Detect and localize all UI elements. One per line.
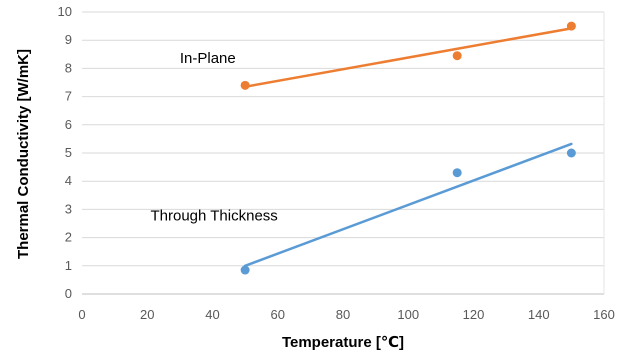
trendline-through-thickness bbox=[243, 142, 573, 268]
x-tick-label-0: 0 bbox=[78, 307, 85, 322]
x-tick-labels: 0 20 40 60 80 100 120 140 160 bbox=[78, 307, 614, 322]
y-tick-label-7: 7 bbox=[65, 89, 72, 104]
x-axis-title: Temperature [℃] bbox=[282, 334, 404, 351]
y-tick-label-3: 3 bbox=[65, 201, 72, 216]
y-tick-label-5: 5 bbox=[65, 145, 72, 160]
y-tick-label-9: 9 bbox=[65, 32, 72, 47]
point-in-plane-0 bbox=[240, 80, 250, 90]
x-tick-label-100: 100 bbox=[397, 307, 419, 322]
y-tick-label-6: 6 bbox=[65, 117, 72, 132]
trendline-in-plane bbox=[243, 27, 573, 88]
y-tick-label-0: 0 bbox=[65, 286, 72, 301]
y-tick-label-1: 1 bbox=[65, 258, 72, 273]
trendlines bbox=[243, 27, 573, 268]
y-tick-label-2: 2 bbox=[65, 230, 72, 245]
x-tick-label-20: 20 bbox=[140, 307, 154, 322]
point-through-thickness-2 bbox=[566, 148, 576, 158]
y-tick-label-10: 10 bbox=[58, 4, 72, 19]
y-tick-label-8: 8 bbox=[65, 60, 72, 75]
data-points bbox=[240, 21, 576, 275]
annotation-through-thickness: Through Thickness bbox=[151, 208, 278, 225]
x-tick-label-140: 140 bbox=[528, 307, 550, 322]
x-tick-label-160: 160 bbox=[593, 307, 615, 322]
y-tick-labels: 0 1 2 3 4 5 6 7 8 9 10 bbox=[58, 4, 72, 301]
y-tick-label-4: 4 bbox=[65, 173, 72, 188]
x-tick-label-60: 60 bbox=[271, 307, 285, 322]
annotations: In-Plane Through Thickness bbox=[151, 50, 278, 225]
y-axis-title: Thermal Conductivity [W/mK] bbox=[15, 49, 32, 259]
x-tick-label-80: 80 bbox=[336, 307, 350, 322]
gridlines bbox=[82, 11, 604, 295]
point-through-thickness-1 bbox=[452, 168, 462, 178]
annotation-in-plane: In-Plane bbox=[180, 50, 236, 67]
axes bbox=[82, 12, 605, 295]
x-tick-label-120: 120 bbox=[463, 307, 485, 322]
point-through-thickness-0 bbox=[240, 265, 250, 275]
point-in-plane-2 bbox=[566, 21, 576, 31]
x-tick-label-40: 40 bbox=[205, 307, 219, 322]
point-in-plane-1 bbox=[452, 51, 462, 61]
